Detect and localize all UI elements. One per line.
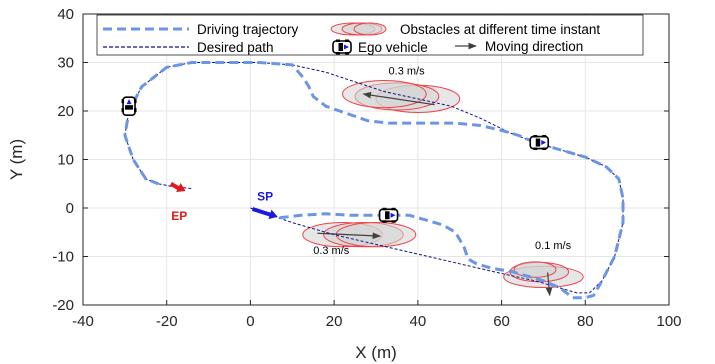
desired-path-line	[124, 62, 624, 294]
ego-vehicles	[121, 96, 550, 223]
x-tick-label: 0	[246, 313, 254, 330]
start-end-markers: SP EP	[169, 182, 278, 223]
ego-wheel	[391, 207, 396, 211]
legend-direction-label: Moving direction	[485, 39, 583, 54]
ego-window	[385, 211, 390, 220]
ego-heading	[126, 99, 132, 105]
ego-window	[535, 138, 541, 147]
legend-driving-label: Driving trajectory	[197, 22, 299, 37]
ego-vehicle-icon	[378, 207, 399, 223]
ego-wheel	[533, 135, 538, 138]
ego-wheel	[345, 39, 349, 42]
ego-heading	[541, 140, 547, 146]
ego-window	[338, 43, 343, 51]
moving-direction-arrow	[317, 232, 382, 240]
x-tick-label: 80	[577, 313, 594, 330]
start-point-label: SP	[257, 190, 273, 204]
obstacles: 0.3 m/s 0.3 m/s 0.1 m/s	[302, 66, 584, 297]
ego-wheel	[542, 147, 547, 151]
legend-desired-label: Desired path	[197, 40, 274, 55]
ego-vehicle-icon	[121, 96, 137, 116]
ego-wheel	[121, 99, 125, 104]
ego-wheel	[134, 108, 137, 113]
moving-direction-arrow	[545, 272, 553, 297]
y-tick-label: -20	[52, 297, 74, 314]
ego-vehicle-icon	[529, 135, 550, 151]
legend: Driving trajectory Desired path Obstacles …	[96, 14, 644, 56]
moving-direction-arrow	[362, 91, 435, 106]
obstacle-speed-label: 0.3 m/s	[389, 66, 426, 78]
ego-wheel	[391, 220, 396, 223]
y-tick-label: -10	[52, 249, 74, 266]
obstacle-speed-label: 0.3 m/s	[313, 245, 350, 257]
ego-wheel	[382, 220, 387, 223]
legend-obstacle-swatch	[353, 22, 387, 36]
obstacle-ellipse	[342, 79, 427, 109]
ego-wheel	[382, 207, 387, 211]
legend-obstacle-label: Obstacles at different time instant	[400, 22, 600, 37]
y-tick-label: 10	[57, 152, 74, 169]
x-tick-label: -20	[156, 313, 178, 330]
x-tick-label: 20	[326, 313, 343, 330]
ego-wheel	[336, 52, 340, 55]
grid	[82, 13, 670, 306]
paths	[123, 61, 625, 300]
ego-wheel	[533, 147, 538, 151]
obstacle-speed-label: 0.1 m/s	[535, 240, 572, 252]
legend-ego-vehicle-icon	[332, 39, 352, 55]
obstacle-ellipse	[513, 261, 557, 278]
y-tick-label: 30	[57, 55, 74, 72]
x-tick-label: 60	[493, 313, 510, 330]
plot-area-border	[82, 13, 670, 306]
end-point-arrowhead	[176, 182, 186, 192]
x-tick-label: 100	[656, 313, 681, 330]
ego-wheel	[336, 39, 340, 42]
ego-heading	[344, 44, 349, 50]
end-point-label: EP	[171, 209, 187, 223]
y-axis-label: Y (m)	[7, 139, 26, 180]
x-axis-label: X (m)	[355, 343, 397, 362]
x-tick-label: -40	[72, 313, 94, 330]
ego-heading	[390, 212, 396, 218]
ego-wheel	[345, 52, 349, 55]
ego-wheel	[121, 108, 125, 113]
ego-wheel	[542, 135, 547, 138]
driving-trajectory-line	[123, 61, 625, 300]
ego-wheel	[134, 99, 137, 104]
ego-window	[125, 105, 134, 110]
y-tick-label: 20	[57, 103, 74, 120]
y-tick-label: 40	[57, 6, 74, 23]
y-tick-label: 0	[66, 200, 74, 217]
x-tick-label: 40	[410, 313, 427, 330]
start-point-arrowhead	[268, 209, 278, 220]
legend-ego-label: Ego vehicle	[358, 40, 428, 55]
